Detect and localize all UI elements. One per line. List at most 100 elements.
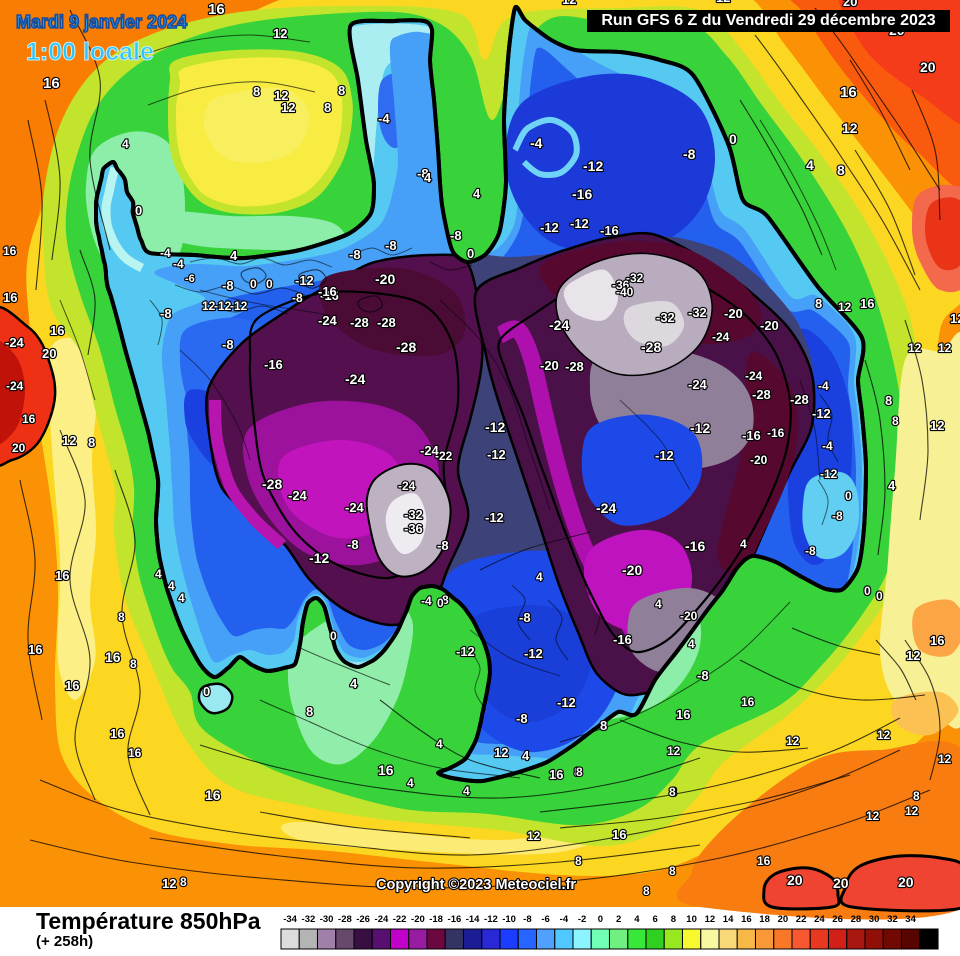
svg-text:8: 8 — [600, 718, 607, 733]
svg-text:8: 8 — [671, 914, 676, 925]
svg-text:-8: -8 — [450, 228, 462, 243]
svg-text:-24: -24 — [6, 379, 24, 393]
svg-text:18: 18 — [759, 914, 770, 925]
svg-text:14: 14 — [723, 914, 734, 925]
svg-text:16: 16 — [205, 787, 221, 803]
svg-text:-36: -36 — [612, 278, 630, 292]
svg-text:4: 4 — [522, 748, 530, 763]
svg-text:-40: -40 — [616, 285, 634, 299]
svg-text:-4: -4 — [822, 439, 833, 453]
svg-text:4: 4 — [688, 637, 695, 651]
svg-text:12: 12 — [667, 744, 681, 758]
svg-text:-28: -28 — [350, 315, 369, 330]
svg-text:28: 28 — [851, 914, 862, 925]
svg-text:12: 12 — [562, 0, 576, 7]
svg-text:16: 16 — [128, 746, 142, 760]
svg-text:-8: -8 — [347, 537, 359, 552]
svg-text:-24: -24 — [318, 313, 338, 328]
svg-text:-34: -34 — [283, 914, 297, 925]
svg-text:-12: -12 — [570, 216, 589, 231]
svg-text:-12: -12 — [540, 220, 559, 235]
svg-text:20: 20 — [787, 872, 803, 888]
svg-text:4: 4 — [473, 186, 481, 201]
svg-text:12: 12 — [527, 829, 541, 843]
svg-text:2: 2 — [616, 914, 621, 925]
svg-text:-24: -24 — [5, 335, 25, 350]
svg-text:20: 20 — [843, 0, 857, 9]
svg-text:-20: -20 — [724, 306, 743, 321]
svg-text:4: 4 — [806, 157, 814, 173]
svg-text:8: 8 — [885, 393, 892, 408]
svg-text:12: 12 — [281, 100, 295, 115]
svg-text:-8: -8 — [683, 146, 696, 162]
svg-text:12: 12 — [62, 433, 76, 448]
svg-text:-18: -18 — [429, 914, 443, 925]
svg-text:4: 4 — [436, 737, 443, 751]
svg-text:-12: -12 — [655, 448, 674, 463]
svg-text:22: 22 — [796, 914, 807, 925]
svg-text:-32: -32 — [404, 507, 423, 522]
svg-text:4: 4 — [230, 248, 238, 263]
svg-text:-20: -20 — [411, 914, 425, 925]
svg-text:16: 16 — [55, 568, 69, 583]
svg-text:-20: -20 — [375, 271, 395, 287]
svg-text:-32: -32 — [626, 271, 644, 285]
svg-text:-8: -8 — [222, 337, 234, 352]
svg-text:0: 0 — [729, 131, 737, 147]
svg-text:12: 12 — [162, 876, 176, 891]
svg-text:-24: -24 — [288, 488, 308, 503]
svg-text:-8: -8 — [438, 593, 449, 607]
svg-text:-8: -8 — [349, 247, 361, 262]
svg-text:-20: -20 — [540, 358, 559, 373]
svg-text:4: 4 — [655, 597, 662, 611]
svg-text:10: 10 — [686, 914, 697, 925]
svg-text:12: 12 — [938, 341, 952, 355]
svg-text:-30: -30 — [320, 914, 334, 925]
svg-text:16: 16 — [22, 412, 36, 426]
svg-text:24: 24 — [814, 914, 825, 925]
svg-text:-10: -10 — [502, 914, 516, 925]
svg-text:4: 4 — [122, 137, 129, 151]
svg-text:12: 12 — [838, 300, 852, 314]
svg-text:-16: -16 — [318, 284, 337, 299]
svg-text:4: 4 — [407, 776, 414, 790]
svg-text:-24: -24 — [745, 369, 763, 383]
svg-text:8: 8 — [576, 765, 583, 779]
svg-text:-26: -26 — [356, 914, 370, 925]
svg-text:-12: -12 — [295, 273, 314, 288]
svg-text:16: 16 — [208, 1, 225, 18]
svg-text:12: 12 — [930, 418, 944, 433]
svg-text:Copyright ©2023 Meteociel.fr: Copyright ©2023 Meteociel.fr — [376, 877, 576, 893]
svg-text:-8: -8 — [519, 610, 531, 625]
svg-text:12: 12 — [494, 745, 508, 760]
svg-text:-24: -24 — [688, 377, 708, 392]
svg-text:4: 4 — [350, 676, 358, 691]
svg-text:-20: -20 — [760, 318, 779, 333]
svg-text:-8: -8 — [292, 291, 303, 305]
svg-text:-16: -16 — [600, 223, 619, 238]
svg-text:-8: -8 — [222, 278, 234, 293]
svg-text:-8: -8 — [437, 538, 449, 553]
svg-text:-12: -12 — [557, 695, 576, 710]
svg-text:-28: -28 — [396, 339, 416, 355]
svg-text:-4: -4 — [818, 379, 829, 393]
svg-text:20: 20 — [898, 874, 914, 890]
svg-text:-12: -12 — [583, 158, 603, 174]
svg-text:-16: -16 — [264, 357, 283, 372]
svg-text:-24: -24 — [375, 914, 389, 925]
svg-text:-20: -20 — [750, 453, 768, 467]
svg-text:8: 8 — [643, 884, 650, 898]
svg-text:-4: -4 — [560, 914, 569, 925]
svg-text:-28: -28 — [790, 392, 809, 407]
svg-text:-16: -16 — [448, 914, 462, 925]
svg-text:8: 8 — [130, 657, 137, 671]
svg-text:8: 8 — [913, 789, 920, 803]
svg-text:12: 12 — [786, 734, 800, 748]
svg-text:16: 16 — [549, 767, 563, 782]
svg-text:-16: -16 — [685, 538, 705, 554]
svg-text:-36: -36 — [404, 521, 423, 536]
svg-text:4: 4 — [634, 914, 640, 925]
svg-text:-4: -4 — [421, 594, 432, 608]
svg-text:12: 12 — [705, 914, 716, 925]
svg-text:0: 0 — [266, 277, 273, 291]
